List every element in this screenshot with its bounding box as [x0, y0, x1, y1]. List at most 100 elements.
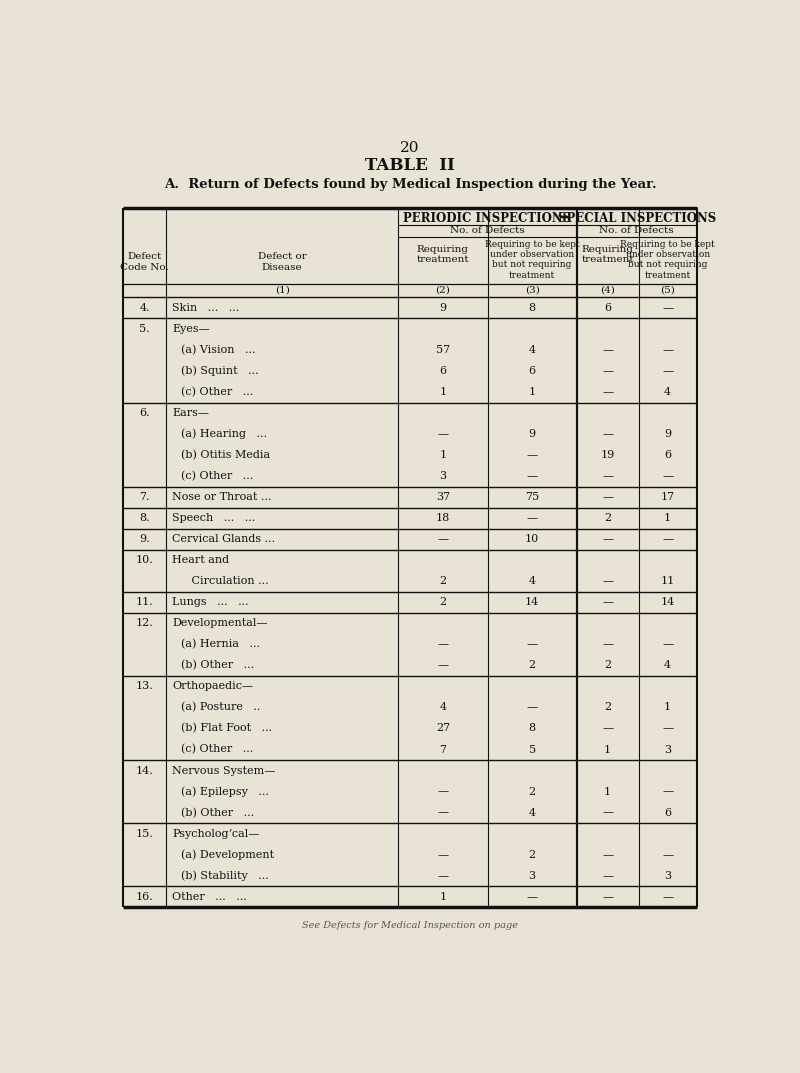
Text: No. of Defects: No. of Defects	[450, 226, 525, 235]
Text: 27: 27	[436, 723, 450, 734]
Text: —: —	[602, 576, 613, 586]
Text: —: —	[438, 429, 449, 439]
Text: 9.: 9.	[139, 534, 150, 544]
Text: —: —	[526, 640, 538, 649]
Text: Circulation ...: Circulation ...	[182, 576, 269, 586]
Text: 14: 14	[525, 598, 539, 607]
Text: 1: 1	[604, 745, 611, 754]
Text: (c) Other   ...: (c) Other ...	[182, 745, 254, 754]
Text: (4): (4)	[600, 285, 615, 294]
Text: Defect or
Disease: Defect or Disease	[258, 252, 306, 271]
Text: (a) Development: (a) Development	[182, 850, 274, 859]
Text: 7.: 7.	[139, 493, 150, 502]
Text: 2: 2	[529, 787, 536, 796]
Text: 2: 2	[439, 598, 446, 607]
Text: 19: 19	[601, 450, 614, 460]
Text: 2: 2	[604, 513, 611, 524]
Text: —: —	[438, 787, 449, 796]
Text: 12.: 12.	[136, 618, 154, 629]
Text: 8: 8	[529, 723, 536, 734]
Text: 4: 4	[664, 660, 671, 671]
Text: Requiring
treatment: Requiring treatment	[582, 245, 634, 264]
Text: Requiring to be kept
under observation
but not requiring
treatment: Requiring to be kept under observation b…	[485, 239, 579, 280]
Text: (a) Hernia   ...: (a) Hernia ...	[182, 640, 260, 649]
Text: (b) Other   ...: (b) Other ...	[182, 660, 254, 671]
Text: 9: 9	[664, 429, 671, 439]
Text: Eyes—: Eyes—	[172, 324, 210, 334]
Text: Heart and: Heart and	[172, 555, 229, 565]
Text: 2: 2	[439, 576, 446, 586]
Text: Requiring to be kept
under observation
but not requiring
treatment: Requiring to be kept under observation b…	[620, 239, 715, 280]
Text: 4: 4	[529, 344, 536, 355]
Text: (3): (3)	[525, 285, 539, 294]
Text: (a) Epilepsy   ...: (a) Epilepsy ...	[182, 787, 270, 797]
Text: 11.: 11.	[136, 598, 154, 607]
Text: (b) Otitis Media: (b) Otitis Media	[182, 450, 270, 460]
Text: 1: 1	[604, 787, 611, 796]
Text: 10.: 10.	[136, 555, 154, 565]
Text: (b) Flat Foot   ...: (b) Flat Foot ...	[182, 723, 273, 734]
Text: —: —	[662, 892, 674, 901]
Text: 20: 20	[400, 141, 420, 155]
Text: 4: 4	[439, 703, 446, 712]
Text: (1): (1)	[274, 285, 290, 294]
Text: Psychologʼcal—: Psychologʼcal—	[172, 828, 259, 839]
Text: Speech   ...   ...: Speech ... ...	[172, 513, 255, 524]
Text: Nose or Throat ...: Nose or Throat ...	[172, 493, 271, 502]
Text: —: —	[662, 303, 674, 313]
Text: (5): (5)	[660, 285, 675, 294]
Text: Lungs   ...   ...: Lungs ... ...	[172, 598, 249, 607]
Text: (2): (2)	[435, 285, 450, 294]
Text: —: —	[602, 892, 613, 901]
Text: —: —	[662, 534, 674, 544]
Text: —: —	[602, 534, 613, 544]
Text: (a) Posture   ..: (a) Posture ..	[182, 703, 261, 712]
Text: —: —	[602, 850, 613, 859]
Text: 7: 7	[439, 745, 446, 754]
Text: 2: 2	[529, 850, 536, 859]
Text: (a) Hearing   ...: (a) Hearing ...	[182, 429, 267, 439]
Text: 17: 17	[661, 493, 674, 502]
Text: No. of Defects: No. of Defects	[599, 226, 674, 235]
Text: —: —	[602, 640, 613, 649]
Text: 8: 8	[529, 303, 536, 313]
Text: —: —	[438, 870, 449, 881]
Text: (b) Stability   ...: (b) Stability ...	[182, 870, 269, 881]
Text: 3: 3	[439, 471, 446, 481]
Text: Developmental—: Developmental—	[172, 618, 267, 629]
Text: —: —	[662, 787, 674, 796]
Text: —: —	[602, 870, 613, 881]
Text: Defect
Code No.: Defect Code No.	[120, 252, 169, 271]
Text: 5.: 5.	[139, 324, 150, 334]
Text: 6: 6	[604, 303, 611, 313]
Text: 2: 2	[604, 703, 611, 712]
Text: 4: 4	[664, 387, 671, 397]
Text: 14.: 14.	[136, 765, 154, 776]
Text: PERIODIC INSPECTIONS: PERIODIC INSPECTIONS	[403, 211, 571, 224]
Text: —: —	[602, 387, 613, 397]
Text: —: —	[662, 471, 674, 481]
Text: 6: 6	[439, 366, 446, 376]
Text: 4.: 4.	[139, 303, 150, 313]
Text: —: —	[662, 723, 674, 734]
Text: 6: 6	[529, 366, 536, 376]
Text: 1: 1	[529, 387, 536, 397]
Text: Cervical Glands ...: Cervical Glands ...	[172, 534, 275, 544]
Text: —: —	[662, 344, 674, 355]
Text: —: —	[438, 640, 449, 649]
Text: Nervous System—: Nervous System—	[172, 765, 275, 776]
Text: 3: 3	[664, 745, 671, 754]
Text: 10: 10	[525, 534, 539, 544]
Text: 3: 3	[664, 870, 671, 881]
Text: 14: 14	[661, 598, 675, 607]
Text: Requiring
treatment: Requiring treatment	[417, 245, 470, 264]
Text: —: —	[662, 366, 674, 376]
Text: 37: 37	[436, 493, 450, 502]
Text: 75: 75	[525, 493, 539, 502]
Text: 1: 1	[439, 892, 446, 901]
Text: —: —	[602, 598, 613, 607]
Text: (b) Squint   ...: (b) Squint ...	[182, 366, 259, 377]
Text: 3: 3	[529, 870, 536, 881]
Text: —: —	[438, 850, 449, 859]
Text: 5: 5	[529, 745, 536, 754]
